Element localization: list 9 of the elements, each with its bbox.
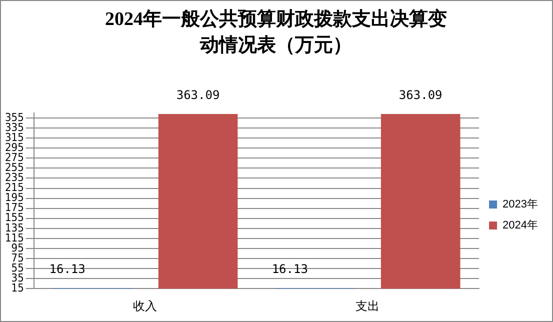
x-tick-label: 收入 <box>133 299 158 314</box>
data-label: 363.09 <box>176 88 220 102</box>
legend-label: 2024年 <box>502 220 538 232</box>
data-label: 16.13 <box>49 262 86 276</box>
data-label: 363.09 <box>398 88 442 102</box>
legend-label: 2023年 <box>502 198 538 211</box>
x-tick-label: 支出 <box>356 299 380 314</box>
data-label: 16.13 <box>272 262 308 276</box>
chart-title: 2024年一般公共预算财政拨款支出决算变动情况表（万元） <box>104 8 448 58</box>
